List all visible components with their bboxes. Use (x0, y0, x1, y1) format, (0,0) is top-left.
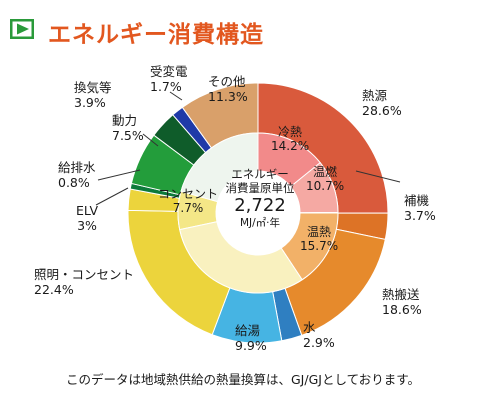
leader-line-1 (97, 169, 141, 181)
label-outlet-inner: コンセント 7.7% (158, 187, 219, 215)
leader-line-4 (169, 91, 183, 101)
label-auxiliary: 補機 3.7% (404, 193, 436, 223)
label-substation: 受変電 1.7% (150, 64, 188, 94)
chart-title: エネルギー消費構造 (48, 22, 264, 48)
label-ventilation: 換気等 3.9% (74, 80, 112, 110)
label-hot-water: 給湯 9.9% (235, 323, 267, 353)
footnote: このデータは地域熱供給の熱量換算は、GJ/GJとしております。 (66, 372, 420, 387)
label-heat-transport: 熱搬送 18.6% (382, 287, 422, 317)
center-value: 2,722 (234, 195, 286, 216)
center-summary: エネルギー 消費量原単位 2,722 MJ/㎡·年 (210, 167, 310, 229)
label-water-supply-drainage: 給排水 0.8% (58, 160, 96, 190)
center-line2: 消費量原単位 (225, 181, 295, 195)
center-unit: MJ/㎡·年 (239, 217, 281, 229)
label-other: その他 11.3% (208, 74, 248, 104)
center-line1: エネルギー (231, 167, 289, 181)
center-disc (216, 171, 300, 255)
label-elv: ELV 3% (76, 203, 99, 233)
chart-header: エネルギー消費構造 (10, 14, 490, 48)
label-cold-heat: 冷熱 14.2% (271, 125, 310, 153)
label-warm-fuel: 温燃 10.7% (306, 165, 345, 193)
leader-line-2 (95, 187, 129, 206)
label-lighting-outlet: 照明・コンセント 22.4% (34, 267, 135, 297)
label-power: 動力 7.5% (112, 113, 144, 143)
label-water: 水 2.9% (303, 320, 335, 350)
label-heat-source: 熱源 28.6% (362, 88, 402, 118)
leader-line-0 (355, 170, 401, 183)
play-marker-icon (10, 19, 34, 39)
leader-line-3 (142, 133, 159, 147)
label-warm-heat: 温熱 15.7% (300, 225, 339, 253)
